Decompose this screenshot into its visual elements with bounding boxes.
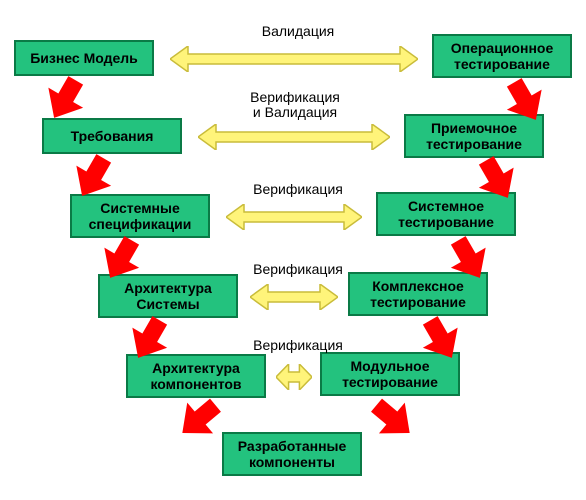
red-arrow-up-right [361, 387, 426, 452]
arrow-label: Верификацияи Валидация [225, 90, 365, 121]
yellow-double-arrow [250, 284, 338, 310]
yellow-double-arrow [198, 124, 390, 150]
arrow-label: Валидация [238, 24, 358, 39]
arrow-label: Верификация [238, 338, 358, 353]
node-n7: Операционноетестирование [432, 34, 572, 78]
node-n6: Разработанныекомпоненты [222, 432, 362, 476]
arrow-label: Верификация [238, 262, 358, 277]
node-n1: Бизнес Модель [14, 40, 154, 76]
yellow-double-arrow [226, 204, 362, 230]
arrow-label: Верификация [238, 182, 358, 197]
yellow-double-arrow [170, 46, 418, 72]
yellow-double-arrow [276, 364, 312, 390]
